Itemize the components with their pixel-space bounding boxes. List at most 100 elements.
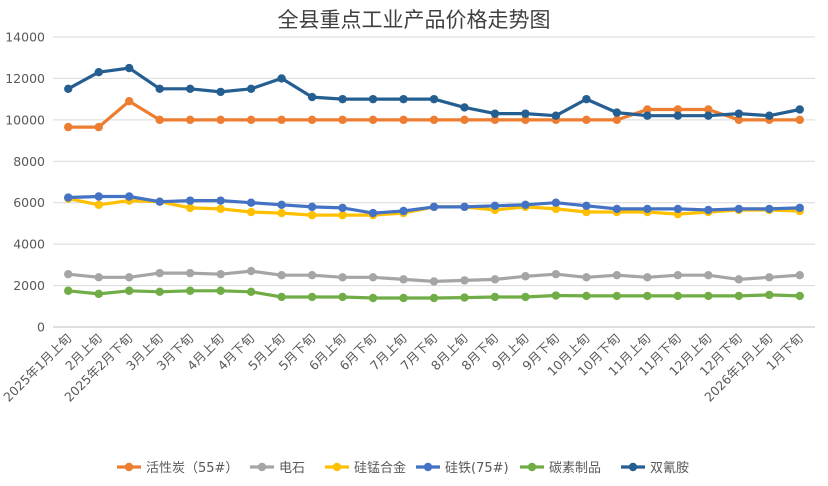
data-point	[612, 291, 622, 301]
data-point	[490, 109, 500, 118]
data-point	[704, 205, 713, 215]
data-point	[64, 122, 73, 132]
data-point	[429, 202, 439, 212]
x-axis-tick-labels: 2025年1月上旬2月上旬2025年2月下旬3月上旬3月下旬4月上旬4月下旬5月…	[0, 331, 806, 405]
data-point	[307, 210, 317, 220]
data-point	[734, 204, 743, 214]
data-point	[673, 111, 683, 120]
data-point	[765, 204, 774, 214]
data-point	[125, 63, 134, 73]
data-point	[185, 203, 195, 213]
legend-item: 碳素制品	[520, 461, 601, 476]
data-point	[246, 207, 256, 217]
data-point	[185, 196, 195, 205]
data-point	[307, 115, 317, 125]
legend-marker	[332, 462, 342, 472]
data-point	[216, 115, 225, 125]
data-point	[307, 292, 317, 302]
data-point	[490, 275, 500, 284]
data-point	[125, 286, 134, 295]
data-point	[185, 84, 195, 93]
legend-label: 活性炭（55#）	[146, 461, 238, 476]
legend-marker	[527, 462, 537, 472]
legend-item: 电石	[250, 461, 305, 476]
data-point	[521, 272, 530, 281]
data-point	[246, 198, 256, 207]
data-point	[490, 201, 500, 211]
data-point	[643, 105, 652, 114]
data-point	[94, 273, 103, 282]
data-point	[521, 115, 530, 125]
data-point	[734, 109, 743, 118]
data-point	[125, 97, 134, 106]
series-lines	[64, 63, 804, 303]
data-point	[765, 111, 774, 120]
data-point	[521, 292, 530, 302]
data-point	[94, 192, 103, 201]
chart-title: 全县重点工业产品价格走势图	[278, 8, 551, 32]
data-point	[704, 111, 713, 120]
legend-marker	[423, 462, 433, 472]
data-point	[734, 115, 743, 125]
data-point	[734, 291, 743, 301]
legend-marker	[257, 462, 267, 472]
data-point	[246, 266, 256, 276]
data-point	[490, 292, 500, 302]
data-point	[643, 291, 652, 301]
data-point	[734, 275, 743, 284]
legend-item: 硅铁(75#)	[416, 461, 509, 476]
series	[64, 192, 804, 218]
data-point	[94, 68, 103, 77]
series	[64, 286, 804, 303]
data-point	[368, 94, 378, 104]
legend-item: 双氰胺	[621, 460, 689, 476]
data-point	[582, 291, 591, 301]
data-point	[643, 204, 652, 214]
data-point	[399, 115, 408, 125]
data-point	[795, 115, 804, 125]
data-point	[399, 275, 408, 284]
data-point	[460, 293, 469, 302]
data-point	[582, 94, 591, 104]
data-point	[338, 292, 347, 302]
data-point	[216, 286, 225, 295]
data-point	[704, 291, 713, 301]
y-tick-label: 0	[37, 320, 45, 335]
y-tick-label: 4000	[13, 237, 45, 252]
data-point	[155, 84, 164, 93]
data-point	[216, 196, 225, 205]
data-point	[246, 84, 256, 93]
y-tick-label: 6000	[13, 195, 45, 210]
data-point	[704, 105, 713, 114]
data-point	[307, 271, 317, 280]
legend-item: 活性炭（55#）	[117, 461, 238, 476]
data-point	[307, 92, 317, 102]
data-point	[795, 271, 804, 280]
data-point	[185, 286, 195, 295]
data-point	[125, 273, 134, 282]
data-point	[368, 273, 378, 282]
data-point	[521, 200, 530, 209]
data-point	[551, 204, 561, 214]
data-point	[521, 109, 530, 118]
data-point	[460, 276, 469, 285]
data-point	[277, 271, 286, 280]
data-point	[277, 200, 286, 209]
series	[64, 266, 804, 286]
data-point	[460, 202, 469, 212]
data-point	[368, 208, 378, 218]
data-point	[429, 277, 439, 286]
data-point	[338, 273, 347, 282]
series	[64, 63, 804, 120]
legend-label: 硅铁(75#)	[445, 461, 509, 476]
data-point	[673, 291, 683, 301]
legend-label: 硅锰合金	[354, 460, 406, 476]
data-point	[795, 291, 804, 301]
data-point	[277, 74, 286, 83]
y-tick-label: 14000	[5, 30, 45, 45]
data-point	[277, 208, 286, 218]
data-point	[155, 115, 164, 125]
data-point	[399, 206, 408, 216]
